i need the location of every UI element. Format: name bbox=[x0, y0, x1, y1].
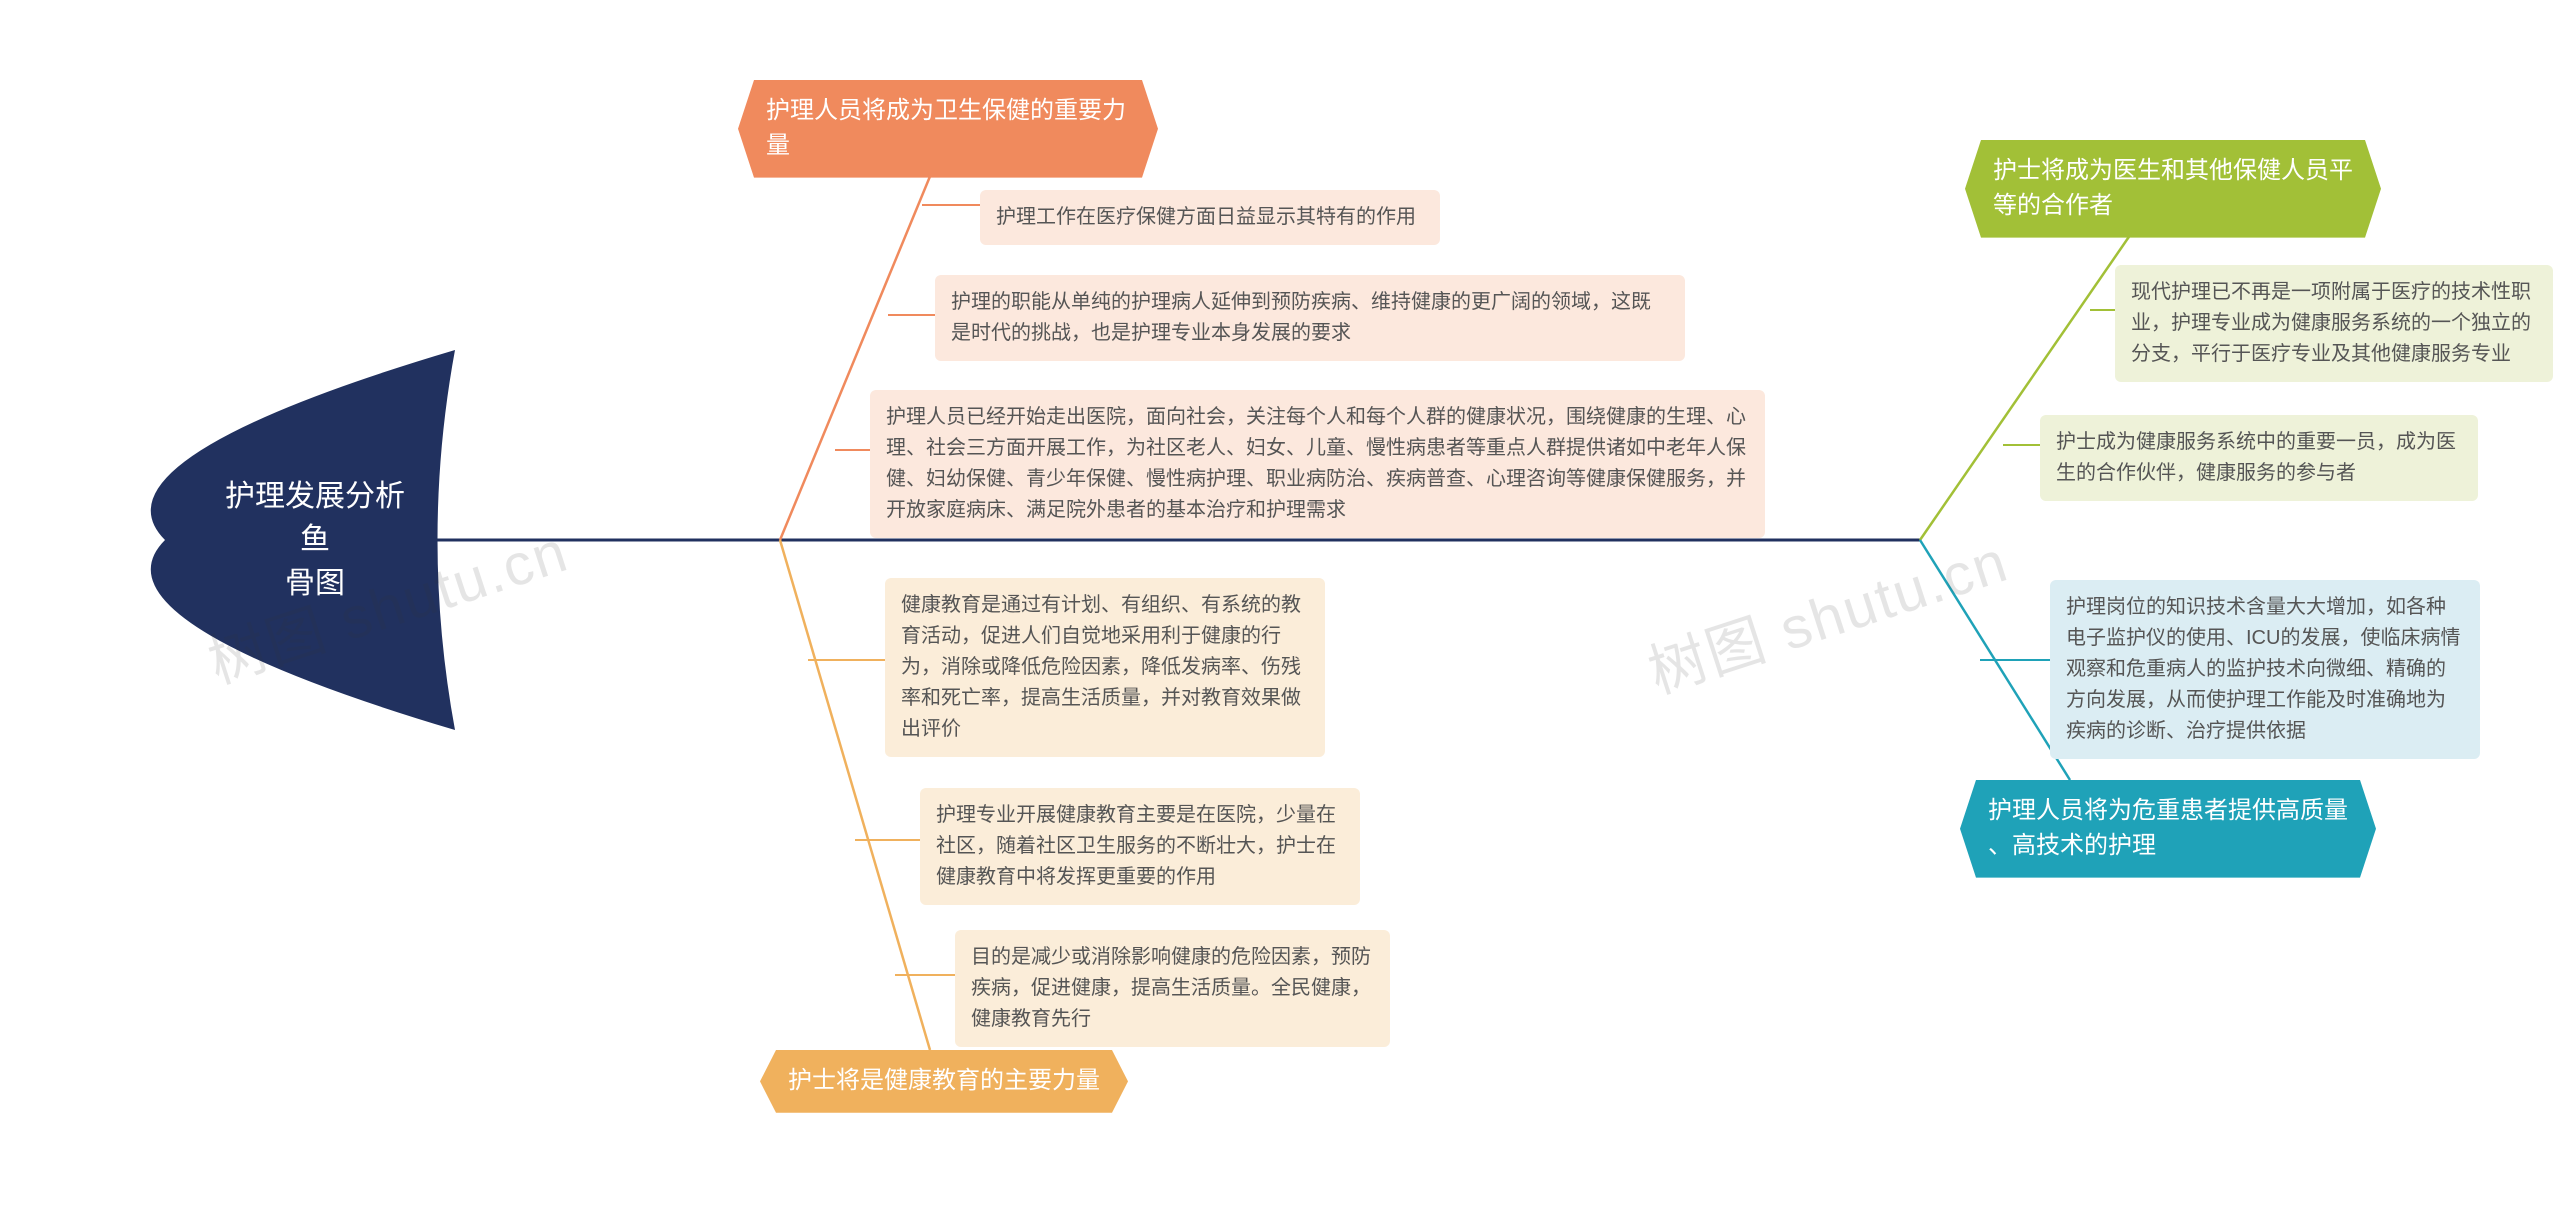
leaf-text: 护理岗位的知识技术含量大大增加，如各种电子监护仪的使用、ICU的发展，使临床病情… bbox=[2066, 596, 2460, 742]
leaf-text: 护理人员已经开始走出医院，面向社会，关注每个人和每个人群的健康状况，围绕健康的生… bbox=[886, 406, 1746, 521]
branch-node: 护士将成为医生和其他保健人员平等的合作者 bbox=[1965, 140, 2381, 238]
leaf-node: 健康教育是通过有计划、有组织、有系统的教育活动，促进人们自觉地采用利于健康的行为… bbox=[885, 578, 1325, 757]
leaf-node: 护理人员已经开始走出医院，面向社会，关注每个人和每个人群的健康状况，围绕健康的生… bbox=[870, 390, 1765, 538]
leaf-text: 目的是减少或消除影响健康的危险因素，预防疾病，促进健康，提高生活质量。全民健康，… bbox=[971, 946, 1371, 1030]
leaf-text: 护士成为健康服务系统中的重要一员，成为医生的合作伙伴，健康服务的参与者 bbox=[2056, 431, 2456, 484]
branch-node: 护士将是健康教育的主要力量 bbox=[760, 1050, 1128, 1113]
leaf-node: 现代护理已不再是一项附属于医疗的技术性职业，护理专业成为健康服务系统的一个独立的… bbox=[2115, 265, 2553, 382]
branch-label: 护理人员将为危重患者提供高质量、高技术的护理 bbox=[1988, 794, 2348, 864]
leaf-node: 护士成为健康服务系统中的重要一员，成为医生的合作伙伴，健康服务的参与者 bbox=[2040, 415, 2478, 501]
branch-label: 护士将成为医生和其他保健人员平等的合作者 bbox=[1993, 154, 2353, 224]
leaf-node: 目的是减少或消除影响健康的危险因素，预防疾病，促进健康，提高生活质量。全民健康，… bbox=[955, 930, 1390, 1047]
branch-label: 护士将是健康教育的主要力量 bbox=[788, 1064, 1100, 1099]
watermark: 树图 shutu.cn bbox=[1636, 514, 2017, 709]
leaf-text: 护理专业开展健康教育主要是在医院，少量在社区，随着社区卫生服务的不断壮大，护士在… bbox=[936, 804, 1336, 888]
leaf-node: 护理的职能从单纯的护理病人延伸到预防疾病、维持健康的更广阔的领域，这既是时代的挑… bbox=[935, 275, 1685, 361]
branch-node: 护理人员将成为卫生保健的重要力量 bbox=[738, 80, 1158, 178]
leaf-node: 护理专业开展健康教育主要是在医院，少量在社区，随着社区卫生服务的不断壮大，护士在… bbox=[920, 788, 1360, 905]
leaf-text: 护理的职能从单纯的护理病人延伸到预防疾病、维持健康的更广阔的领域，这既是时代的挑… bbox=[951, 291, 1651, 344]
leaf-text: 健康教育是通过有计划、有组织、有系统的教育活动，促进人们自觉地采用利于健康的行为… bbox=[901, 594, 1301, 740]
branch-node: 护理人员将为危重患者提供高质量、高技术的护理 bbox=[1960, 780, 2376, 878]
root-node: 护理发展分析鱼骨图 bbox=[145, 350, 455, 730]
leaf-node: 护理工作在医疗保健方面日益显示其特有的作用 bbox=[980, 190, 1440, 245]
leaf-node: 护理岗位的知识技术含量大大增加，如各种电子监护仪的使用、ICU的发展，使临床病情… bbox=[2050, 580, 2480, 759]
leaf-text: 现代护理已不再是一项附属于医疗的技术性职业，护理专业成为健康服务系统的一个独立的… bbox=[2131, 281, 2531, 365]
leaf-text: 护理工作在医疗保健方面日益显示其特有的作用 bbox=[996, 206, 1416, 228]
branch-label: 护理人员将成为卫生保健的重要力量 bbox=[766, 94, 1130, 164]
root-label: 护理发展分析鱼骨图 bbox=[215, 475, 415, 606]
